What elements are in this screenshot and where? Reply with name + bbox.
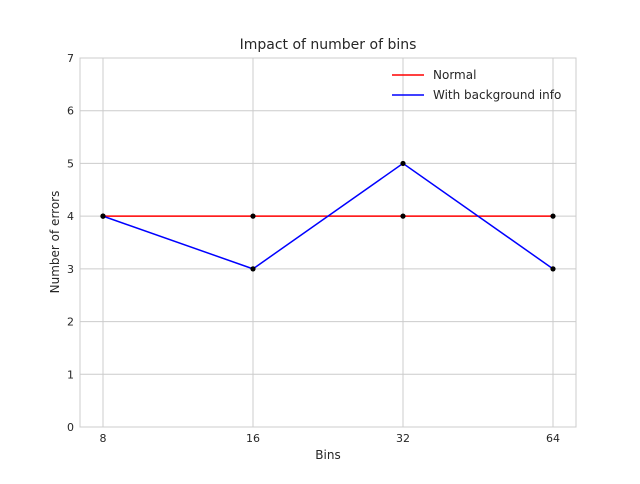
x-tick-label: 8 (100, 432, 107, 445)
chart-title: Impact of number of bins (240, 37, 417, 53)
series-layer (102, 162, 554, 270)
tick-label-layer: 8 16 32 64 0 1 2 3 4 5 6 7 (67, 52, 560, 445)
legend: Normal With background info (392, 68, 561, 102)
data-point (250, 266, 256, 272)
data-point (400, 213, 406, 219)
data-point (250, 213, 256, 219)
data-point (550, 213, 556, 219)
series-line-2 (102, 162, 554, 270)
y-tick-label: 5 (67, 157, 74, 170)
y-tick-label: 0 (67, 421, 74, 434)
y-tick-label: 6 (67, 105, 74, 118)
grid-layer (80, 58, 576, 427)
x-tick-label: 16 (246, 432, 260, 445)
y-tick-label: 7 (67, 52, 74, 65)
y-tick-label: 2 (67, 316, 74, 329)
legend-label: With background info (433, 88, 561, 102)
y-tick-label: 1 (67, 368, 74, 381)
legend-label: Normal (433, 68, 476, 82)
marker-layer (100, 160, 556, 272)
plot-frame (79, 57, 577, 428)
x-tick-label: 64 (546, 432, 560, 445)
x-axis-label: Bins (315, 448, 340, 462)
x-tick-label: 32 (396, 432, 410, 445)
data-point (100, 213, 106, 219)
data-point (550, 266, 556, 272)
y-tick-label: 3 (67, 263, 74, 276)
data-point (400, 160, 406, 167)
y-axis-label: Number of errors (48, 191, 62, 294)
y-tick-label: 4 (67, 210, 74, 223)
